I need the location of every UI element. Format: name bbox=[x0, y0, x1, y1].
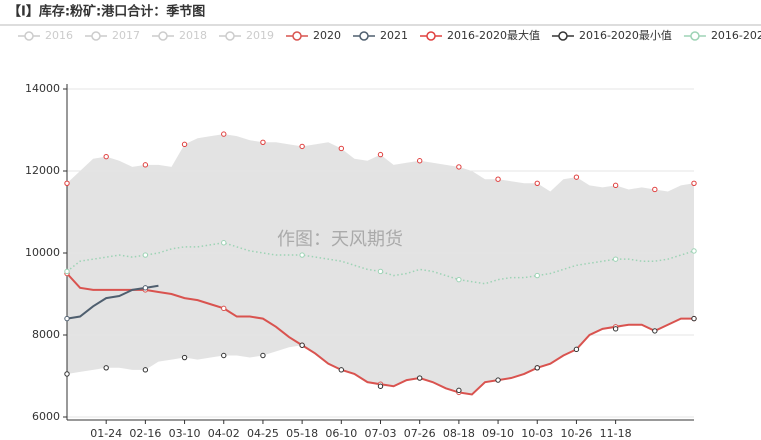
point bbox=[181, 354, 188, 361]
point bbox=[612, 256, 619, 262]
x-tick-label: 07-03 bbox=[365, 427, 397, 440]
legend-label: 2016-2020均值 bbox=[711, 29, 761, 42]
x-tick-label: 07-26 bbox=[404, 427, 436, 440]
legend-item: 2018 bbox=[152, 29, 207, 42]
legend-marker bbox=[690, 31, 700, 41]
point bbox=[64, 268, 70, 275]
legend-marker bbox=[158, 31, 168, 41]
point bbox=[221, 305, 227, 312]
legend-label: 2016 bbox=[45, 29, 73, 42]
x-tick-label: 02-16 bbox=[129, 427, 161, 440]
point bbox=[456, 276, 462, 283]
x-tick-label: 01-24 bbox=[90, 427, 122, 440]
x-tick-label: 06-10 bbox=[325, 427, 357, 440]
point bbox=[142, 162, 149, 168]
point bbox=[534, 180, 540, 187]
point bbox=[612, 326, 619, 332]
point bbox=[260, 139, 266, 146]
y-tick-label: 12000 bbox=[25, 164, 60, 177]
legend-item: 2019 bbox=[219, 29, 274, 42]
legend-label: 2018 bbox=[179, 29, 207, 42]
point bbox=[416, 158, 423, 164]
point bbox=[691, 315, 697, 322]
y-tick-label: 8000 bbox=[32, 328, 60, 341]
legend-item: 2016-2020最小值 bbox=[551, 29, 672, 42]
point bbox=[64, 180, 70, 187]
point bbox=[221, 240, 227, 246]
x-tick-label: 04-02 bbox=[208, 427, 240, 440]
point bbox=[338, 367, 345, 373]
y-tick-label: 14000 bbox=[25, 82, 60, 95]
legend-marker bbox=[426, 31, 436, 41]
point bbox=[221, 131, 227, 137]
legend-marker bbox=[225, 31, 235, 41]
point bbox=[103, 365, 109, 371]
point bbox=[456, 387, 462, 394]
range-band bbox=[67, 134, 694, 395]
legend-marker bbox=[558, 31, 568, 41]
point bbox=[377, 151, 384, 158]
legend-label: 2017 bbox=[112, 29, 140, 42]
point bbox=[456, 164, 462, 170]
legend-label: 2020 bbox=[313, 29, 341, 42]
x-tick-label: 09-10 bbox=[482, 427, 514, 440]
y-tick-label: 10000 bbox=[25, 246, 60, 259]
point bbox=[652, 328, 658, 334]
point bbox=[534, 272, 540, 279]
chart-title: 【I】库存:粉矿:港口合计：季节图 bbox=[8, 4, 205, 20]
point bbox=[142, 252, 149, 258]
legend-marker bbox=[292, 31, 302, 41]
point bbox=[299, 342, 305, 348]
series-line bbox=[66, 241, 695, 285]
legend-item: 2017 bbox=[85, 29, 140, 42]
point bbox=[495, 176, 501, 182]
x-tick-label: 11-18 bbox=[600, 427, 632, 440]
point bbox=[142, 285, 149, 291]
point bbox=[181, 141, 188, 148]
point bbox=[299, 252, 305, 258]
point bbox=[260, 352, 266, 359]
point bbox=[64, 315, 70, 322]
legend-item: 2021 bbox=[353, 29, 408, 42]
point bbox=[612, 182, 619, 189]
point bbox=[103, 153, 109, 160]
x-tick-label: 03-10 bbox=[169, 427, 201, 440]
x-tick-label: 10-26 bbox=[560, 427, 592, 440]
legend-label: 2021 bbox=[380, 29, 408, 42]
x-tick-label: 10-03 bbox=[521, 427, 553, 440]
legend-item: 2016-2020最大值 bbox=[420, 28, 540, 42]
legend-item: 2016-2020均值 bbox=[683, 29, 761, 42]
x-tick-label: 04-25 bbox=[247, 427, 279, 440]
legend-marker bbox=[91, 31, 101, 41]
point bbox=[377, 268, 384, 275]
legend-marker bbox=[359, 31, 369, 41]
point bbox=[299, 143, 305, 150]
point bbox=[142, 367, 149, 373]
y-tick-label: 6000 bbox=[32, 410, 60, 423]
x-tick-label: 05-18 bbox=[286, 427, 318, 440]
legend-item: 2020 bbox=[286, 29, 341, 42]
x-tick-label: 08-18 bbox=[443, 427, 475, 440]
point bbox=[573, 346, 580, 353]
legend-label: 2016-2020最小值 bbox=[579, 29, 672, 42]
legend-marker bbox=[24, 31, 34, 41]
point bbox=[377, 383, 384, 389]
legend-item: 2016 bbox=[18, 29, 73, 42]
point bbox=[573, 174, 580, 180]
point bbox=[691, 180, 697, 187]
watermark: 作图：天风期货 bbox=[277, 229, 403, 250]
legend-label: 2016-2020最大值 bbox=[447, 28, 540, 42]
point bbox=[416, 375, 423, 381]
point bbox=[691, 248, 697, 254]
point bbox=[221, 352, 227, 359]
point bbox=[64, 371, 70, 377]
point bbox=[338, 145, 345, 152]
point bbox=[495, 377, 501, 383]
legend-label: 2019 bbox=[246, 29, 274, 42]
point bbox=[534, 365, 540, 371]
point bbox=[652, 186, 658, 193]
